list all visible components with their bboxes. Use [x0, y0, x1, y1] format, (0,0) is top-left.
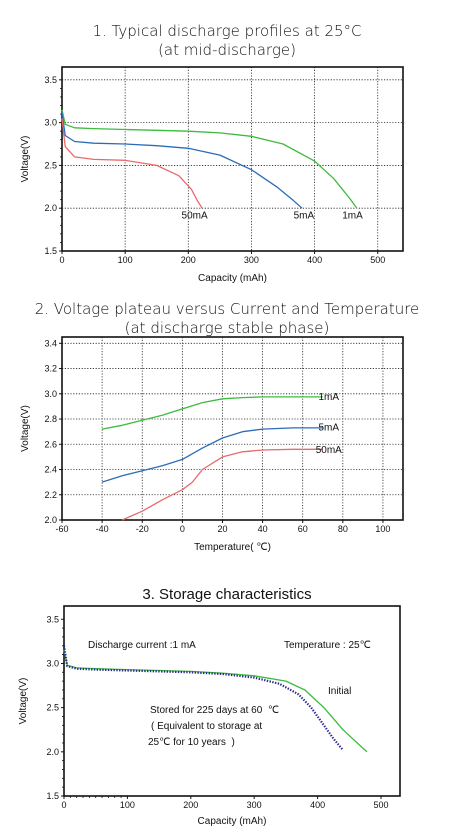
plot-frame [61, 66, 404, 252]
x-tick-label: 100 [118, 255, 133, 265]
annotation-stored-1: Stored for 225 days at 60 ℃ [150, 705, 279, 716]
series-line-1ma [61, 109, 358, 209]
annotation-stored-3: 25℃ for 10 years ) [148, 737, 235, 748]
chart1-discharge-profiles: 0 100 200 300 400 500 1.5 2.0 2.5 3.0 3.5 Capacity … [20, 66, 404, 284]
x-tick-label: 500 [373, 800, 388, 810]
plot-frame [63, 605, 401, 797]
y-tick-label: 2.0 [44, 203, 57, 213]
x-tick-label: -60 [55, 524, 68, 534]
y-axis-label: Voltage(V) [20, 136, 31, 183]
x-axis-label: Capacity (mAh) [198, 816, 267, 827]
series-line-stored [62, 645, 344, 751]
series-label: 50mA [316, 445, 342, 456]
y-tick-label: 2.0 [46, 747, 59, 757]
annotation-stored-2: ( Equivalent to storage at [151, 721, 262, 732]
y-tick-label: 3.0 [44, 389, 57, 399]
y-tick-label: 2.6 [44, 439, 57, 449]
y-tick-label: 3.4 [44, 338, 57, 348]
x-tick-label: -20 [136, 524, 149, 534]
series-label: 5mA [294, 210, 315, 221]
y-tick-label: 3.0 [44, 118, 57, 128]
x-tick-label: 500 [370, 255, 385, 265]
y-tick-label: 3.0 [46, 658, 59, 668]
y-tick-label: 3.5 [46, 614, 59, 624]
chart3-title: 3. Storage characteristics [142, 586, 312, 603]
x-tick-label: 60 [298, 524, 308, 534]
y-tick-label: 1.5 [46, 791, 59, 801]
x-tick-label: 100 [120, 800, 135, 810]
annotation-temperature: Temperature : 25℃ [284, 640, 371, 651]
x-tick-label: 200 [183, 800, 198, 810]
x-tick-label: 0 [59, 255, 64, 265]
y-tick-label: 3.2 [44, 364, 57, 374]
series-label: 1mA [342, 210, 363, 221]
y-tick-label: 2.5 [44, 160, 57, 170]
chart2-voltage-plateau: -60 -40 -20 0 20 40 60 80 100 2.0 2.2 2.4 2.6 2.8 3.0 3… [20, 336, 404, 553]
x-tick-label: -40 [96, 524, 109, 534]
chart2-subtitle: (at discharge stable phase) [124, 319, 330, 337]
chart1-title: 1. Typical discharge profiles at 25°C [92, 22, 362, 40]
chart2-title: 2. Voltage plateau versus Current and Te… [34, 300, 420, 318]
x-tick-label: 200 [181, 255, 196, 265]
x-tick-label: 400 [307, 255, 322, 265]
y-axis-label: Voltage(V) [18, 678, 29, 725]
annotation-initial: Initial [328, 686, 351, 697]
y-tick-label: 3.5 [44, 75, 57, 85]
series-label: 1mA [319, 392, 340, 403]
y-tick-label: 2.5 [46, 703, 59, 713]
x-tick-label: 0 [180, 524, 185, 534]
series-line-5ma [61, 112, 303, 209]
annotation-discharge-current: Discharge current :1 mA [88, 640, 196, 651]
x-tick-label: 100 [375, 524, 390, 534]
y-tick-label: 2.0 [44, 515, 57, 525]
y-tick-label: 2.2 [44, 490, 57, 500]
chart1-subtitle: (at mid-discharge) [158, 41, 296, 59]
x-axis-label: Capacity (mAh) [198, 273, 267, 284]
x-axis-label: Temperature( ℃) [194, 542, 271, 553]
series-line-5ma [101, 427, 323, 483]
x-tick-label: 0 [61, 800, 66, 810]
x-tick-label: 40 [258, 524, 268, 534]
x-tick-label: 80 [338, 524, 348, 534]
x-tick-label: 20 [217, 524, 227, 534]
x-tick-label: 300 [244, 255, 259, 265]
series-line-1ma [101, 396, 323, 430]
series-label: 5mA [319, 422, 340, 433]
plot-frame [61, 336, 404, 521]
series-label: 50mA [182, 210, 208, 221]
y-tick-label: 1.5 [44, 246, 57, 256]
x-tick-label: 300 [247, 800, 262, 810]
y-tick-label: 2.4 [44, 465, 57, 475]
x-tick-label: 400 [310, 800, 325, 810]
y-tick-label: 2.8 [44, 414, 57, 424]
y-axis-label: Voltage(V) [20, 405, 31, 452]
series-line-50ma [121, 448, 323, 521]
series-line-50ma [61, 118, 203, 209]
